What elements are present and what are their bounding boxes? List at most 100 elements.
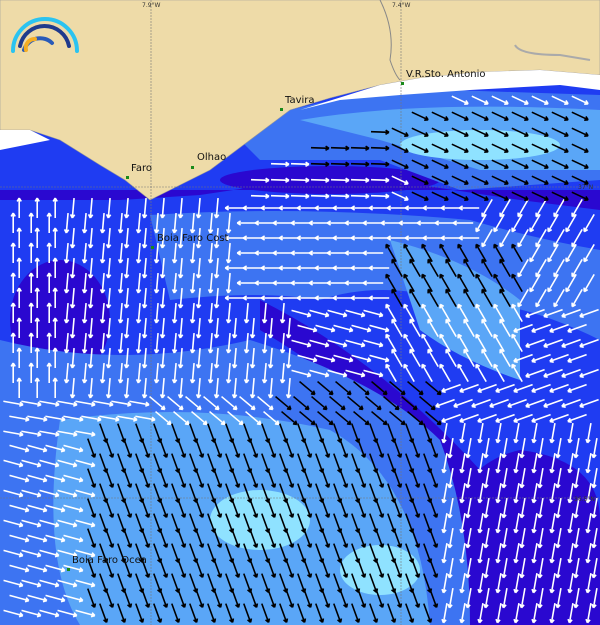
current-arrow (421, 273, 433, 293)
current-arrow (565, 273, 577, 293)
current-arrow (117, 332, 124, 354)
current-arrow (195, 377, 202, 399)
current-arrow (45, 564, 66, 573)
current-arrow (57, 430, 78, 437)
current-arrow (309, 369, 330, 378)
current-arrow (435, 398, 455, 408)
current-arrow (477, 543, 484, 564)
current-arrow (87, 558, 97, 579)
current-arrow (511, 303, 523, 323)
current-arrow (477, 423, 484, 444)
current-arrow (583, 273, 595, 293)
current-arrow (393, 498, 403, 519)
current-arrow (350, 265, 372, 271)
current-arrow (457, 273, 469, 293)
current-arrow (303, 558, 313, 579)
current-arrow (350, 177, 370, 183)
current-arrow (296, 295, 318, 301)
station-marker[interactable] (280, 108, 283, 111)
current-arrow (457, 333, 469, 353)
current-arrow (270, 177, 290, 183)
current-arrow (177, 558, 187, 579)
current-arrow (483, 558, 490, 579)
current-arrow (9, 474, 30, 483)
current-arrow (499, 258, 511, 278)
current-arrow (513, 413, 533, 423)
current-arrow (314, 265, 336, 271)
current-arrow (357, 438, 367, 459)
current-arrow (368, 265, 390, 271)
current-arrow (207, 362, 214, 384)
current-arrow (357, 588, 367, 609)
current-arrow (531, 543, 538, 564)
buoy-marker[interactable] (151, 246, 154, 249)
current-arrow (135, 242, 142, 264)
current-arrow (105, 438, 115, 459)
current-arrow (261, 302, 268, 324)
current-arrow (207, 212, 214, 234)
current-arrow (403, 243, 415, 263)
current-arrow (45, 594, 66, 603)
current-arrow (543, 368, 563, 378)
current-arrow (177, 468, 187, 489)
current-arrow (285, 438, 295, 459)
current-arrow (39, 579, 60, 588)
current-arrow (272, 220, 294, 226)
latitude-label: 37°N (578, 184, 594, 191)
current-arrow (391, 191, 409, 202)
current-arrow (422, 235, 444, 241)
current-arrow (81, 212, 88, 234)
place-label-tavira: Tavira (285, 95, 315, 106)
current-arrow (403, 273, 415, 293)
current-arrow (495, 453, 502, 474)
current-arrow (567, 383, 587, 393)
current-arrow (260, 235, 282, 241)
current-arrow (393, 528, 403, 549)
current-arrow (81, 272, 88, 294)
current-arrow (9, 415, 30, 422)
current-arrow (123, 197, 130, 219)
current-arrow (519, 588, 526, 609)
station-marker[interactable] (126, 176, 129, 179)
current-arrow (511, 111, 529, 122)
current-arrow (267, 377, 274, 399)
current-arrow (453, 398, 473, 408)
buoy-label-faro-ocea[interactable]: Boia Faro Ocea (72, 555, 147, 566)
current-arrow (327, 309, 348, 318)
current-arrow (21, 430, 42, 437)
current-arrow (207, 272, 214, 294)
current-arrow (398, 220, 420, 226)
current-arrow (321, 558, 331, 579)
current-arrow (290, 250, 312, 256)
current-arrow (511, 363, 523, 383)
current-arrow (285, 347, 292, 369)
current-arrow (105, 558, 115, 579)
current-arrow (531, 175, 549, 186)
current-arrow (571, 191, 589, 202)
current-arrow (499, 228, 511, 248)
current-arrow (270, 161, 290, 167)
current-arrow (573, 498, 580, 519)
current-arrow (34, 377, 40, 398)
current-arrow (57, 579, 78, 588)
current-arrow (571, 111, 589, 122)
buoy-label-faro-cost[interactable]: Boia Faro Cost (157, 233, 229, 244)
current-arrow (177, 498, 187, 519)
current-arrow (543, 338, 563, 348)
station-marker[interactable] (401, 82, 404, 85)
current-arrow (310, 177, 330, 183)
current-arrow (159, 197, 166, 219)
current-arrow (529, 213, 541, 233)
current-arrow (555, 528, 562, 549)
current-arrow (357, 498, 367, 519)
current-arrow (189, 212, 196, 234)
current-arrow (135, 272, 142, 294)
station-marker[interactable] (191, 166, 194, 169)
current-arrow (458, 235, 480, 241)
current-arrow (411, 498, 421, 519)
current-arrow (439, 333, 451, 353)
buoy-marker[interactable] (67, 568, 70, 571)
current-arrow (517, 228, 529, 248)
place-label-olhao: Olhao (197, 152, 227, 163)
